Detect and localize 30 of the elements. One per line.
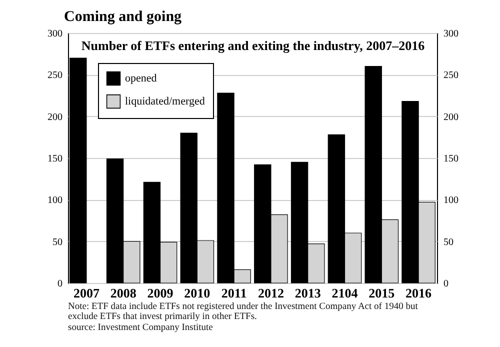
x-tick-label: 2007 (73, 286, 100, 300)
y-tick-label: 200 (48, 112, 62, 123)
legend-label: liquidated/merged (125, 96, 206, 108)
text: Note: ETF data include ETFs not registered under the Investment Company Act of 1940 but exclude ETFs that invest primarily in other ETFs. (68, 302, 419, 322)
y-tick-label: 100 (48, 195, 62, 206)
y2-tick-label: 50 (444, 236, 454, 248)
x-tick-label: 2011 (221, 286, 247, 300)
y2-tick-label: 300 (444, 28, 458, 40)
y2-tick-label: 0 (444, 278, 448, 290)
x-tick-label: 2104 (332, 286, 358, 300)
y2-tick-label: 150 (444, 154, 458, 164)
chart-subtitle: Number of ETFs entering and exiting the industry, 2007–2016 (81, 38, 426, 53)
x-tick-label: 2013 (294, 286, 322, 300)
y-tick-label: 50 (52, 236, 62, 248)
y-tick-label: 0 (58, 278, 62, 290)
x-tick-label: 2015 (368, 286, 396, 300)
y-tick-label: 300 (48, 28, 62, 40)
y-tick-label: 250 (48, 70, 62, 82)
legend-label: opened (125, 72, 158, 84)
x-tick-label: 2008 (110, 286, 137, 300)
y2-tick-label: 200 (444, 112, 458, 123)
x-tick-label: 2016 (406, 286, 432, 300)
chart-title: Coming and going (64, 9, 182, 25)
source-note: source: Investment Company Institute (68, 323, 214, 333)
x-tick-label: 2012 (258, 286, 284, 300)
y2-tick-label: 100 (444, 195, 458, 206)
x-tick-label: 2009 (147, 286, 174, 300)
y2-tick-label: 250 (444, 70, 458, 82)
x-tick-label: 2010 (184, 286, 210, 300)
y-tick-label: 150 (48, 154, 62, 164)
